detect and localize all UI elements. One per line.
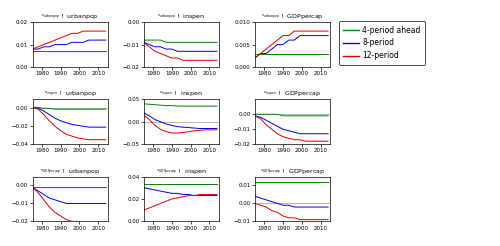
Title: $^{\varepsilon_{urbanpop}}$ !  urbanpop: $^{\varepsilon_{urbanpop}}$ ! urbanpop	[41, 12, 99, 22]
Title: $^{\varepsilon_{urbanpop}}$ !  GDPpercap: $^{\varepsilon_{urbanpop}}$ ! GDPpercap	[261, 12, 324, 22]
Title: $^{\varepsilon_{inspen}}$ !  GDPpercap: $^{\varepsilon_{inspen}}$ ! GDPpercap	[264, 90, 322, 99]
Title: $^{\varepsilon_{GDPpercap}}$ !  inspen: $^{\varepsilon_{GDPpercap}}$ ! inspen	[156, 167, 206, 177]
Title: $^{\varepsilon_{GDPpercap}}$ !  urbanpop: $^{\varepsilon_{GDPpercap}}$ ! urbanpop	[40, 167, 100, 177]
Title: $^{\varepsilon_{inspen}}$ !  urbanpop: $^{\varepsilon_{inspen}}$ ! urbanpop	[44, 90, 96, 99]
Title: $^{\varepsilon_{urbanpop}}$ !  inspen: $^{\varepsilon_{urbanpop}}$ ! inspen	[157, 12, 206, 22]
Legend: 4-period ahead, 8-period, 12-period: 4-period ahead, 8-period, 12-period	[339, 21, 426, 65]
Title: $^{\varepsilon_{GDPpercap}}$ !  GDPpercap: $^{\varepsilon_{GDPpercap}}$ ! GDPpercap	[260, 167, 325, 177]
Title: $^{\varepsilon_{inspen}}$ !  inspen: $^{\varepsilon_{inspen}}$ ! inspen	[160, 90, 203, 99]
